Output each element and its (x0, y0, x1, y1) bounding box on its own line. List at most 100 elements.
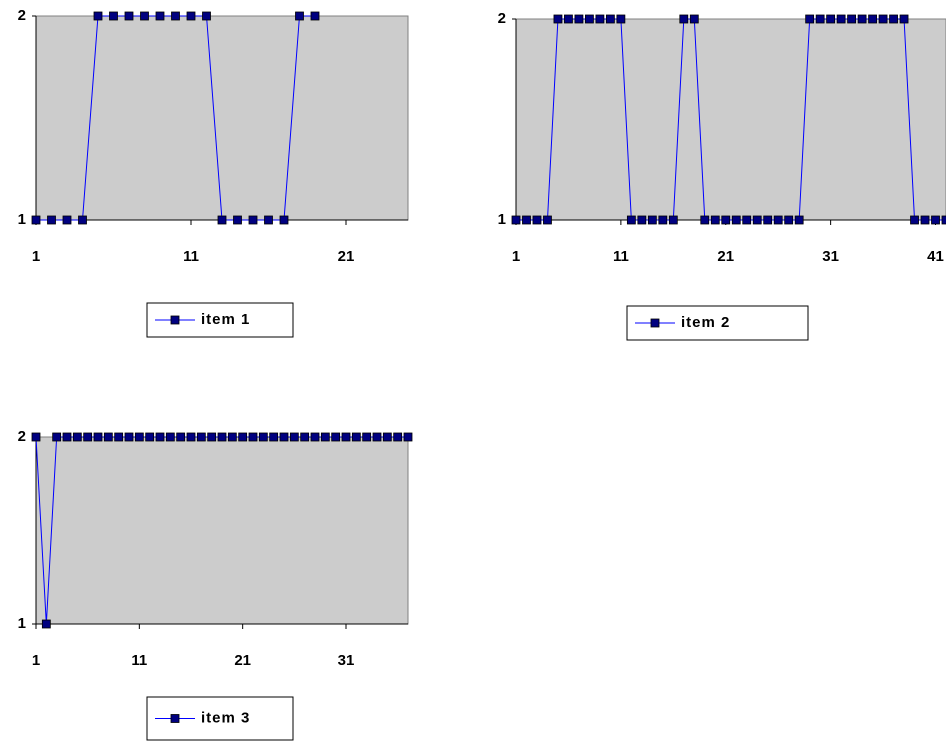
marker (585, 14, 594, 24)
x-tick-label: 41 (927, 248, 944, 265)
marker (372, 432, 382, 442)
marker (393, 432, 403, 442)
marker (78, 215, 87, 225)
marker (878, 14, 888, 24)
marker (269, 432, 279, 442)
marker (31, 432, 41, 442)
marker (564, 14, 573, 24)
marker (155, 432, 165, 442)
marker (248, 432, 258, 442)
marker (553, 14, 563, 24)
marker (836, 14, 846, 24)
marker (403, 432, 413, 442)
marker (202, 11, 211, 21)
legend-label: item 2 (681, 314, 730, 331)
marker (595, 14, 605, 24)
marker (176, 432, 186, 442)
marker (72, 432, 82, 442)
legend-marker (170, 714, 180, 723)
marker (62, 432, 72, 442)
y-tick-label: 1 (18, 615, 26, 632)
marker (532, 215, 542, 225)
marker (258, 432, 268, 442)
legend-label: item 3 (201, 709, 250, 726)
x-tick-label: 1 (32, 248, 40, 265)
marker (910, 215, 919, 225)
x-tick-label: 1 (32, 652, 40, 669)
marker (207, 432, 217, 442)
marker (109, 11, 118, 21)
marker (543, 215, 552, 225)
marker (145, 432, 155, 442)
marker (710, 215, 720, 225)
marker (52, 432, 62, 442)
marker (124, 432, 134, 442)
x-tick-label: 21 (717, 248, 734, 265)
plot-area (35, 15, 409, 221)
marker (941, 215, 946, 225)
marker (605, 14, 615, 24)
marker (83, 432, 93, 442)
x-tick-label: 1 (512, 248, 520, 265)
marker (134, 432, 144, 442)
marker (647, 215, 657, 225)
marker (289, 432, 299, 442)
marker (668, 215, 678, 225)
marker (511, 215, 521, 225)
marker (679, 14, 689, 24)
marker (868, 14, 877, 24)
marker (62, 215, 72, 225)
marker (351, 432, 361, 442)
marker (731, 215, 741, 225)
marker (217, 215, 227, 225)
marker (616, 14, 626, 24)
marker (700, 215, 710, 225)
marker (899, 14, 909, 24)
marker (227, 432, 237, 442)
marker (574, 14, 584, 24)
marker (920, 215, 930, 225)
marker (233, 215, 242, 225)
marker (279, 432, 289, 442)
x-tick-label: 31 (822, 248, 839, 265)
marker (295, 11, 304, 21)
marker (742, 215, 752, 225)
marker (626, 215, 636, 225)
marker (752, 215, 762, 225)
marker (784, 215, 794, 225)
x-tick-label: 11 (131, 652, 147, 669)
marker (362, 432, 372, 442)
marker (658, 215, 668, 225)
marker (931, 215, 940, 225)
marker (310, 432, 320, 442)
marker (331, 432, 341, 442)
marker (522, 215, 531, 225)
legend-marker (170, 315, 180, 325)
marker (238, 432, 248, 442)
plot-area (35, 436, 409, 625)
marker (341, 432, 351, 442)
marker (171, 11, 180, 21)
marker (103, 432, 113, 442)
marker (805, 14, 815, 24)
marker (773, 215, 783, 225)
x-tick-label: 11 (183, 248, 199, 265)
y-tick-label: 2 (18, 428, 26, 445)
marker (140, 11, 149, 21)
marker (217, 432, 227, 442)
marker (31, 215, 41, 225)
plot-area (515, 18, 946, 221)
x-tick-label: 21 (234, 652, 251, 669)
marker (300, 432, 310, 442)
marker (310, 11, 320, 21)
marker (857, 14, 867, 24)
legend-marker (650, 318, 660, 328)
marker (826, 14, 836, 24)
marker (721, 215, 731, 225)
marker (165, 432, 175, 442)
marker (382, 432, 392, 442)
x-tick-label: 21 (338, 248, 355, 265)
x-tick-label: 11 (613, 248, 629, 265)
marker (689, 14, 699, 24)
